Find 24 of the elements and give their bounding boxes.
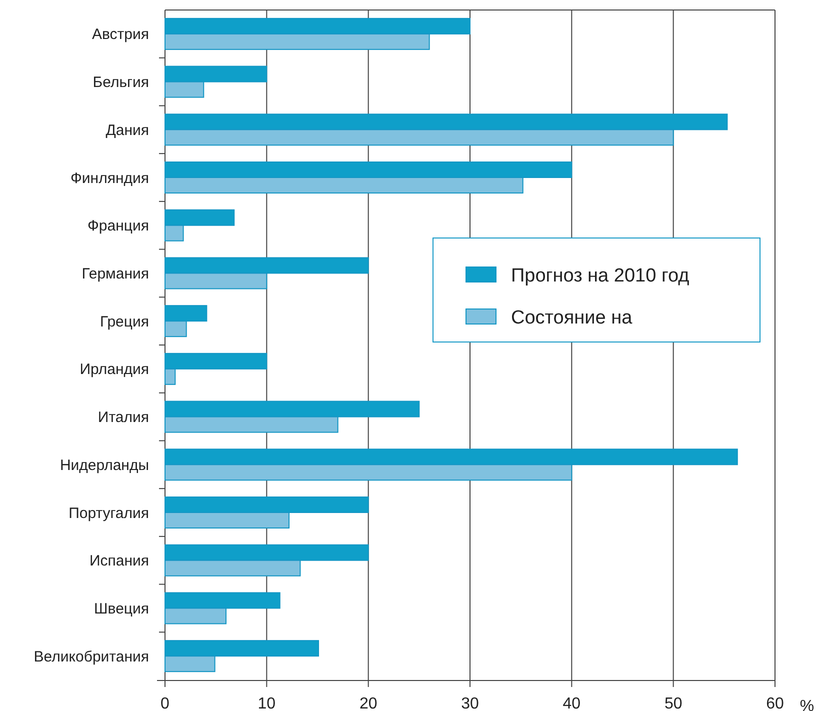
y-tick-label: Португалия bbox=[68, 504, 149, 522]
x-tick-label: 20 bbox=[359, 695, 378, 711]
x-tick-label: 10 bbox=[258, 695, 276, 711]
x-tick-label: 0 bbox=[160, 695, 170, 711]
legend-label: Состояние на bbox=[511, 308, 633, 329]
y-tick-label: Франция bbox=[88, 218, 149, 235]
y-tick-label: Италия bbox=[98, 409, 149, 426]
y-tick-label: Великобритания bbox=[34, 648, 149, 666]
y-tick-label: Финляндия bbox=[70, 170, 149, 187]
x-tick-label: 60 bbox=[766, 695, 784, 711]
y-tick-label: Австрия bbox=[92, 26, 149, 44]
y-tick-label: Дания bbox=[106, 122, 149, 139]
y-tick-label: Греция bbox=[100, 313, 149, 330]
legend-label: Прогноз на 2010 год bbox=[511, 266, 690, 287]
x-axis-title: % bbox=[800, 698, 814, 711]
x-tick-label: 30 bbox=[461, 695, 479, 711]
y-tick-label: Ирландия bbox=[80, 361, 149, 378]
y-tick-label: Испания bbox=[89, 552, 149, 570]
y-tick-label: Бельгия bbox=[92, 74, 149, 92]
x-tick-label: 50 bbox=[664, 695, 682, 711]
y-tick-label: Германия bbox=[82, 265, 149, 282]
x-tick-label: 40 bbox=[562, 695, 581, 711]
y-tick-label: Швеция bbox=[94, 600, 149, 618]
y-tick-label: Нидерланды bbox=[60, 456, 149, 474]
